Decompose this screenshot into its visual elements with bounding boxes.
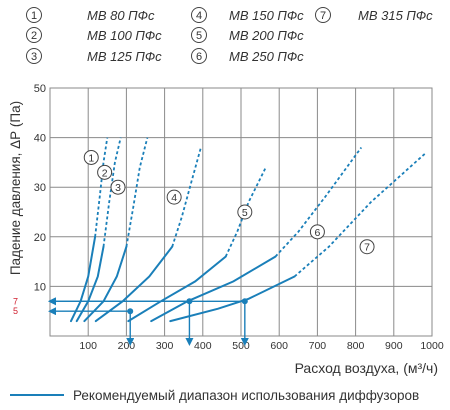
legend: 1 МВ 80 ПФс 2 МВ 100 ПФс 3 МВ 125 ПФс 4 МВ 150 … — [26, 7, 433, 64]
legend-badge-1 — [26, 7, 42, 23]
legend-number-5: 5 — [196, 30, 202, 42]
x-tick-label: 500 — [232, 340, 250, 352]
curve-4-solid — [94, 245, 174, 323]
x-tick-label: 600 — [270, 340, 288, 352]
curve-4-dashed — [171, 147, 202, 247]
curves: 123 4 5 6 7 — [70, 137, 427, 323]
curve-6-dashed — [274, 146, 363, 258]
curve-1-dashed — [94, 137, 109, 237]
x-tick-label: 800 — [347, 340, 365, 352]
curve-3-dashed — [125, 137, 149, 247]
curve-6-solid — [150, 255, 277, 323]
legend-badge-3 — [26, 48, 42, 64]
x-tick-label: 400 — [194, 340, 212, 352]
legend-label-7: МВ 315 ПФс — [358, 8, 433, 23]
x-tick-label: 300 — [156, 340, 174, 352]
legend-label-6: МВ 250 ПФс — [229, 49, 304, 64]
y-tick-label: 40 — [34, 133, 46, 145]
legend-label-1: МВ 80 ПФс — [87, 8, 155, 23]
y-mark-label-5: 5 — [13, 306, 18, 316]
legend-label-3: МВ 125 ПФс — [87, 49, 162, 64]
legend-badge-6 — [191, 48, 207, 64]
legend-badge-5 — [191, 27, 207, 43]
legend-badge-2 — [26, 27, 42, 43]
recommended-range-label: Рекомендуемый диапазон использования диф… — [73, 388, 419, 403]
curve-7-solid — [169, 275, 296, 323]
legend-label-2: МВ 100 ПФс — [87, 28, 162, 43]
y-mark-label-7: 7 — [13, 296, 18, 306]
curve-label-2: 2 — [102, 167, 108, 179]
y-tick-label: 50 — [34, 83, 46, 95]
curve-label-5: 5 — [242, 207, 248, 219]
operating-points — [48, 297, 249, 346]
curve-badge-1 — [83, 149, 99, 165]
op-point — [127, 308, 134, 315]
curve-badge-6 — [309, 224, 325, 240]
y-axis-label: Падение давления, ΔР (Па) — [8, 101, 23, 275]
curve-badge-7 — [359, 239, 375, 255]
x-tick-label: 100 — [79, 340, 97, 352]
x-tick-label: 700 — [309, 340, 327, 352]
curve-2-solid — [75, 245, 105, 323]
curve-7-dashed — [293, 151, 427, 278]
legend-number-3: 3 — [31, 51, 37, 63]
curve-label-7: 7 — [364, 242, 370, 254]
curve-5-solid — [127, 255, 227, 323]
curve-2-dashed — [102, 137, 122, 247]
legend-label-5: МВ 200 ПФс — [229, 28, 304, 43]
y-tick-label: 30 — [34, 182, 46, 194]
legend-number-4: 4 — [196, 10, 202, 22]
curve-label-1: 1 — [88, 152, 94, 164]
x-axis-label: Расход воздуха, (м³/ч) — [295, 360, 438, 376]
curve-label-6: 6 — [314, 227, 320, 239]
curve-badge-2 — [97, 164, 113, 180]
x-tick-label: 1000 — [420, 340, 444, 352]
curve-badge-5 — [237, 204, 253, 220]
legend-badge-4 — [191, 7, 207, 23]
x-tick-label: 900 — [385, 340, 403, 352]
y-tick-label: 20 — [34, 232, 46, 244]
curve-label-4: 4 — [171, 192, 177, 204]
x-tick-label: 200 — [118, 340, 136, 352]
curve-5-dashed — [224, 167, 267, 257]
legend-number-2: 2 — [31, 30, 37, 42]
legend-number-1: 1 — [31, 10, 37, 22]
curve-badge-3 — [110, 179, 126, 195]
legend-label-4: МВ 150 ПФс — [229, 8, 304, 23]
curve-label-3: 3 — [115, 182, 121, 194]
legend-number-6: 6 — [196, 51, 202, 63]
legend-number-7: 7 — [320, 10, 326, 22]
op-point — [241, 298, 248, 305]
y-tick-label: 10 — [34, 281, 46, 293]
legend-badge-7 — [315, 7, 331, 23]
curve-badge-4 — [166, 189, 182, 205]
